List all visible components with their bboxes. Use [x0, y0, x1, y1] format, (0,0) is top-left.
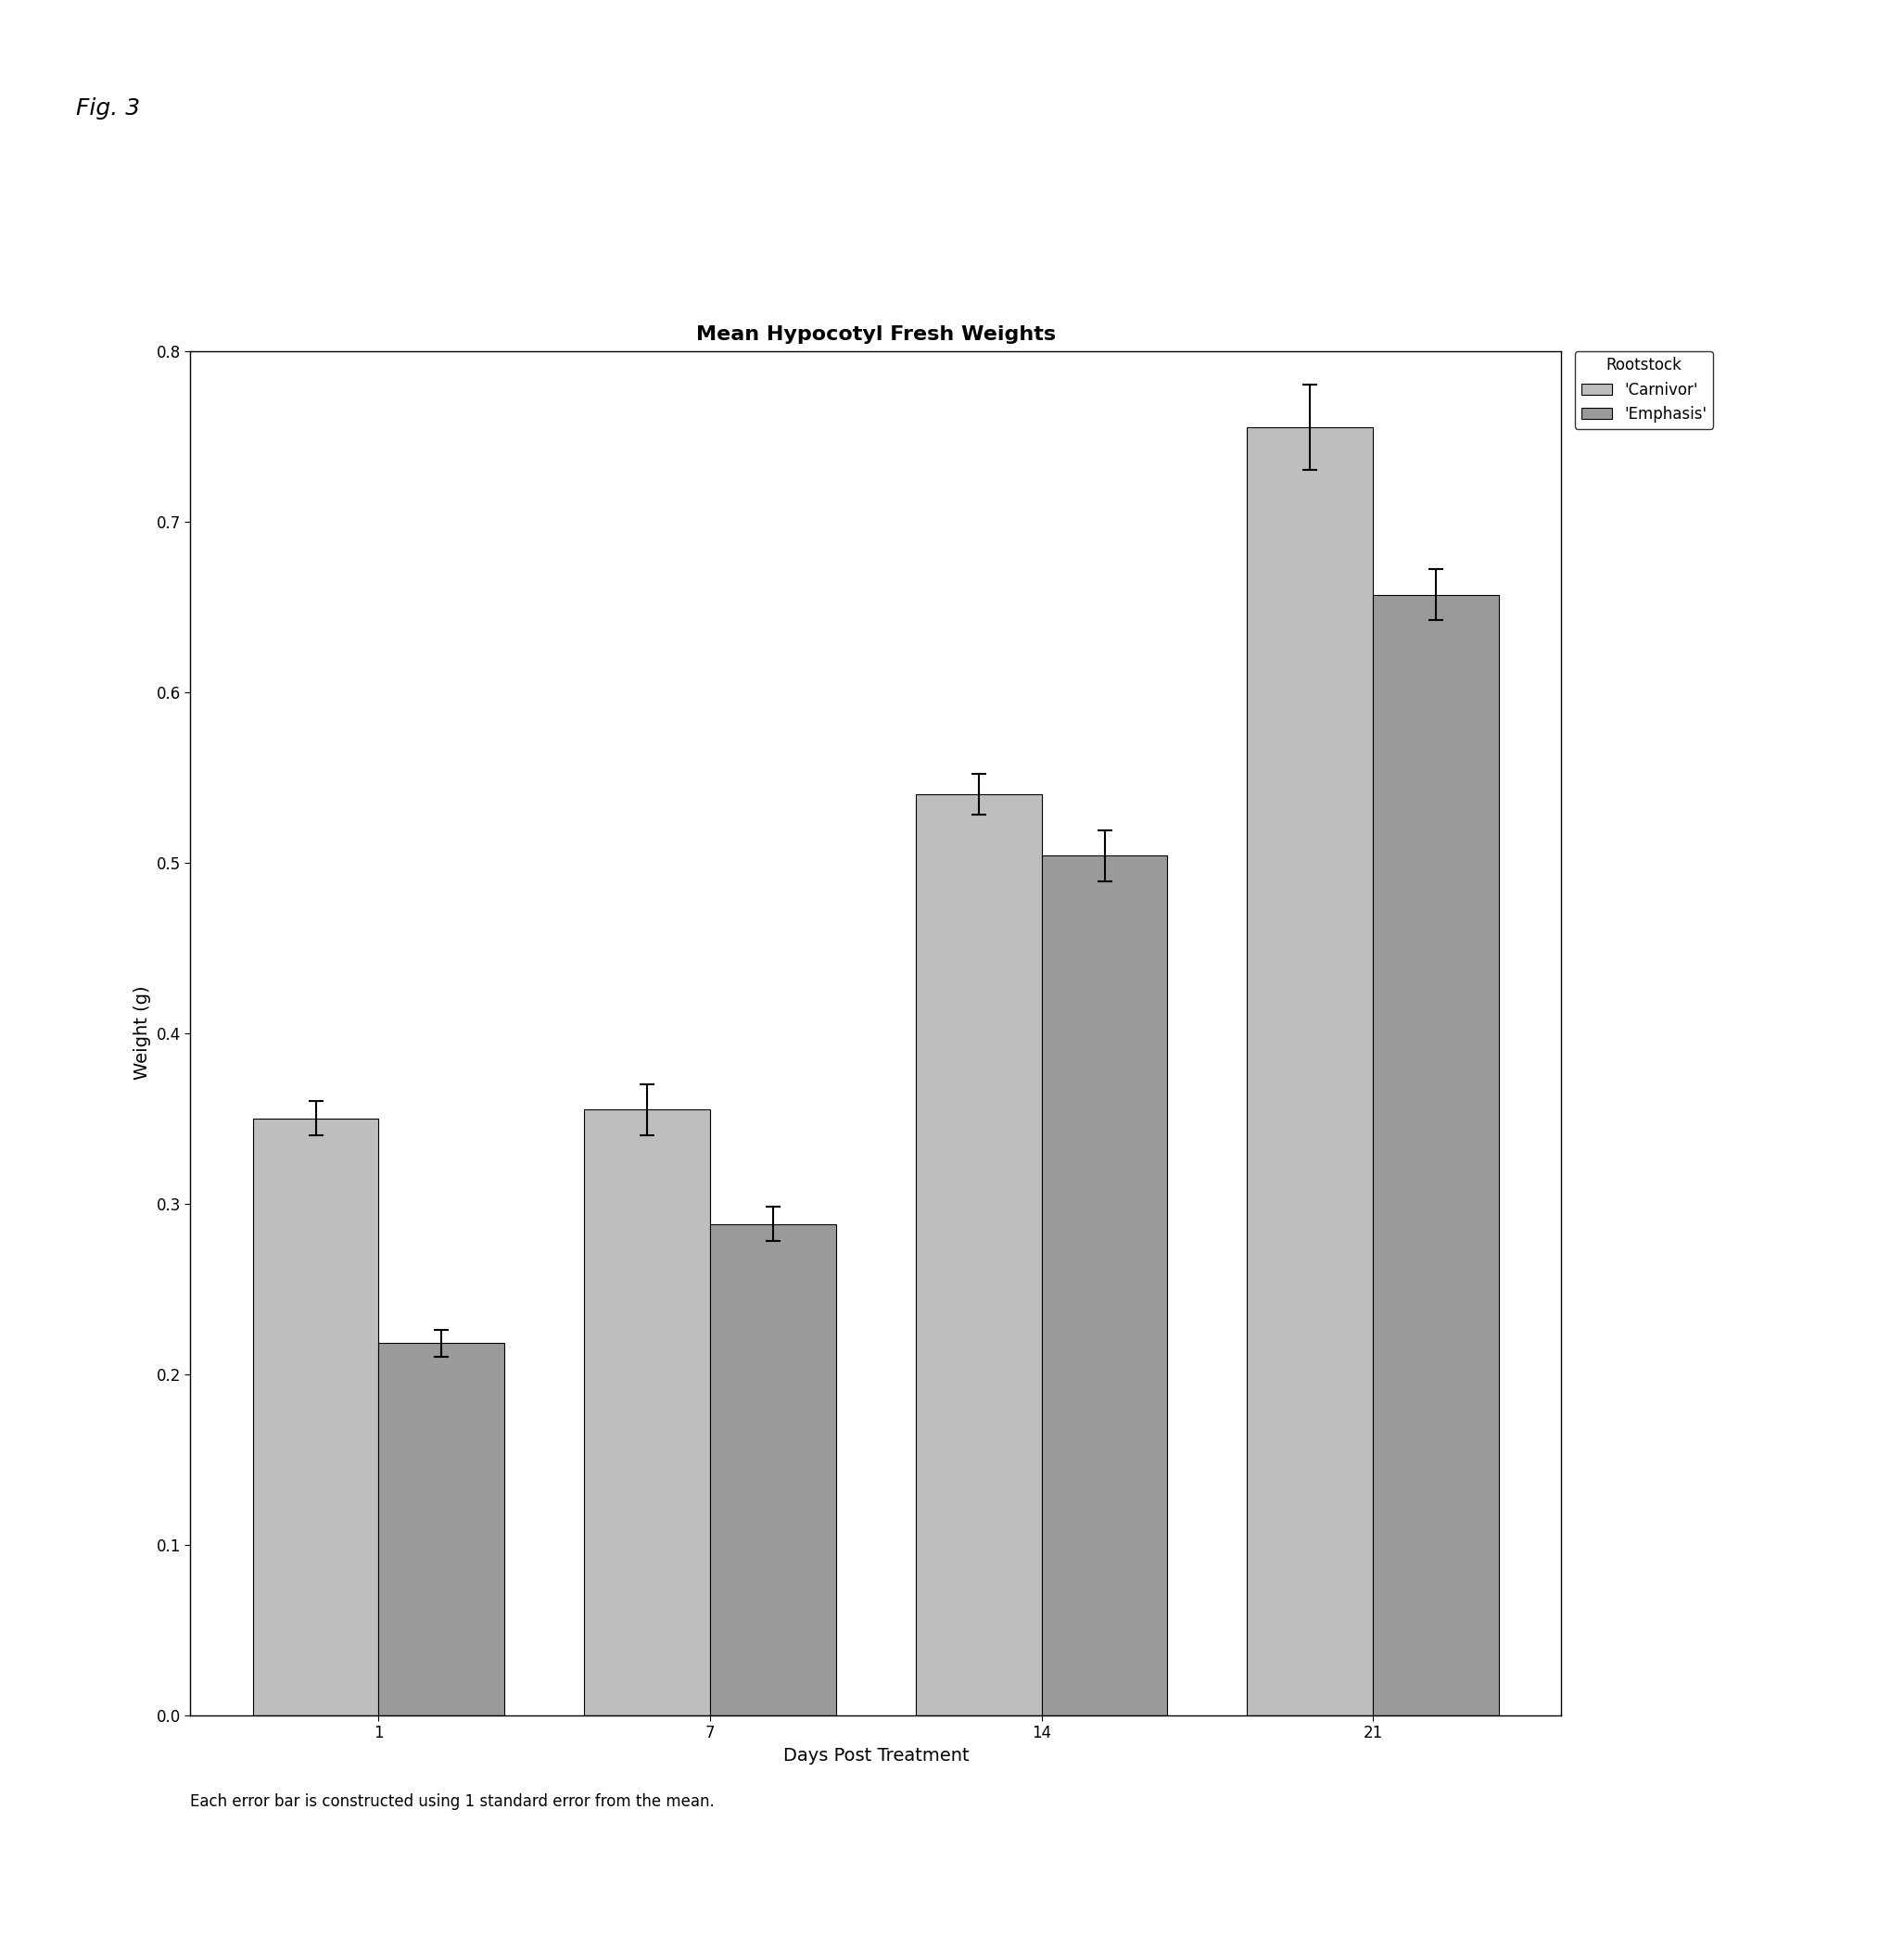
Legend: 'Carnivor', 'Emphasis': 'Carnivor', 'Emphasis'	[1575, 351, 1714, 429]
Text: Fig. 3: Fig. 3	[76, 97, 141, 119]
Text: Each error bar is constructed using 1 standard error from the mean.: Each error bar is constructed using 1 st…	[190, 1793, 714, 1811]
X-axis label: Days Post Treatment: Days Post Treatment	[783, 1746, 969, 1764]
Bar	[1247, 427, 1373, 1715]
Bar	[710, 1224, 836, 1715]
Bar	[916, 795, 1041, 1715]
Bar	[585, 1109, 710, 1715]
Bar	[1041, 856, 1167, 1715]
Title: Mean Hypocotyl Fresh Weights: Mean Hypocotyl Fresh Weights	[697, 325, 1055, 345]
Bar	[253, 1119, 379, 1715]
Bar	[379, 1343, 505, 1715]
Bar	[1373, 594, 1498, 1715]
Y-axis label: Weight (g): Weight (g)	[133, 986, 150, 1080]
